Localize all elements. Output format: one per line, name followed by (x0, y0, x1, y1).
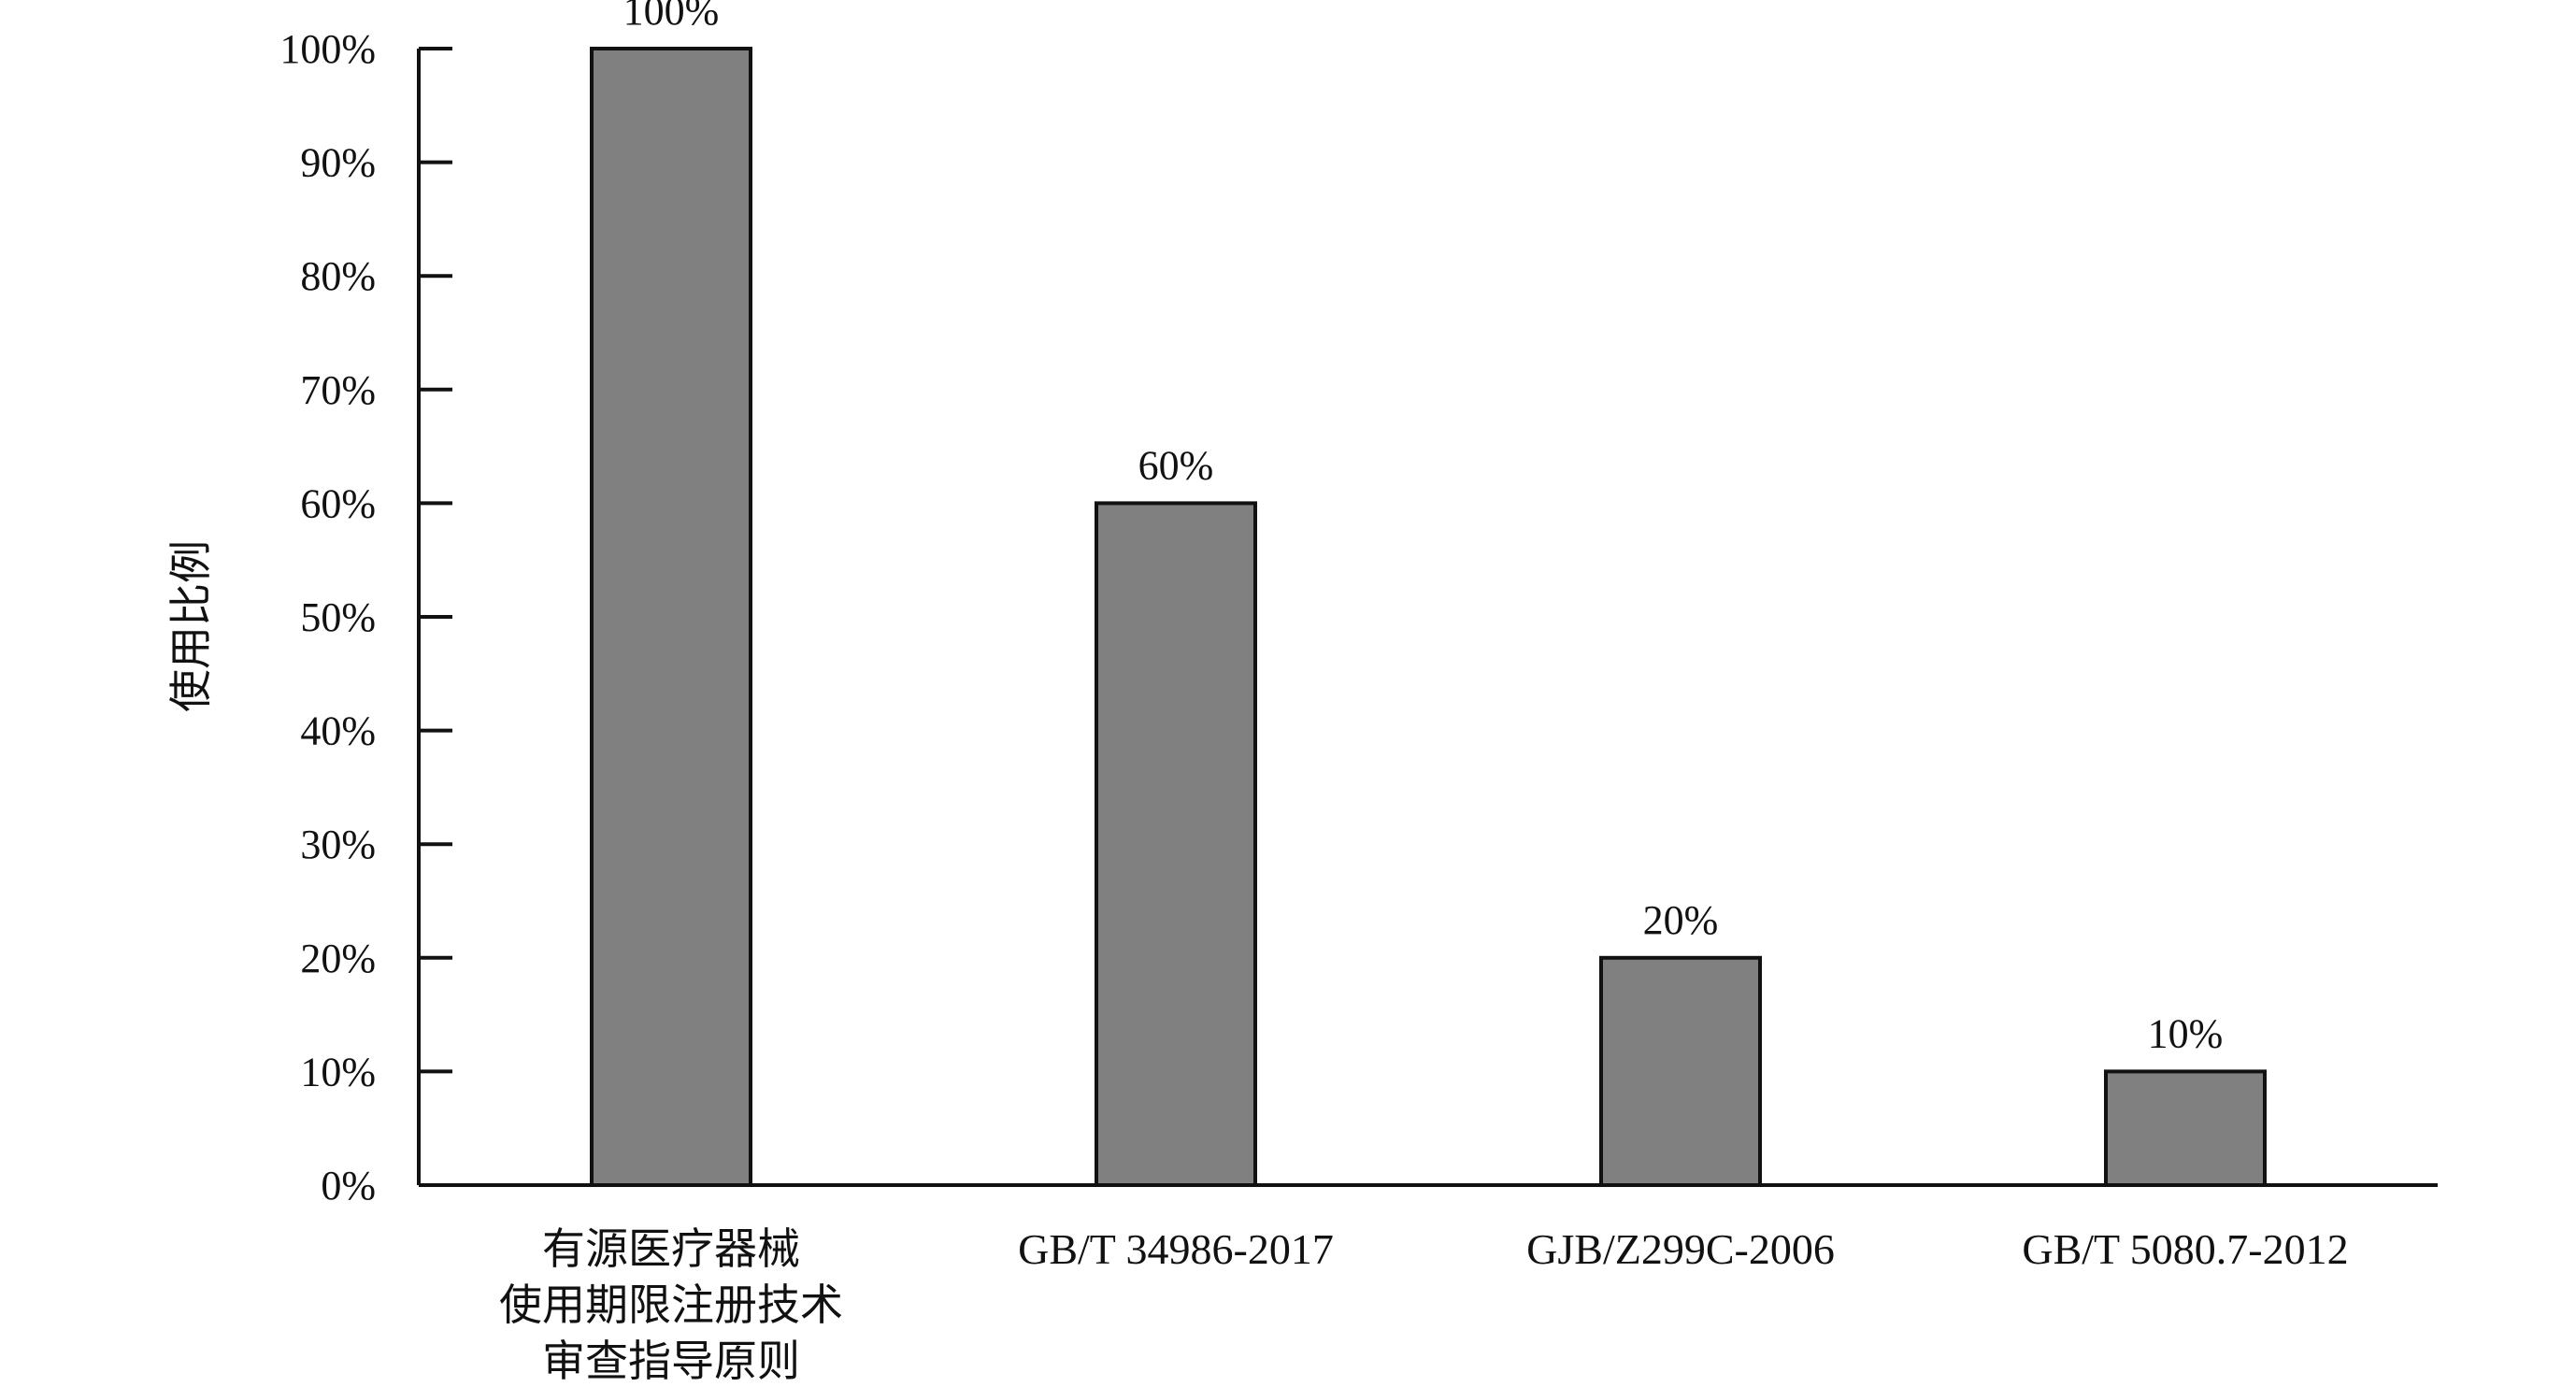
category-labels: 有源医疗器械使用期限注册技术审查指导原则 GB/T 34986-2017 GJB/Z… (499, 1225, 2349, 1385)
bar (590, 47, 752, 1187)
y-tick-label: 100% (279, 26, 376, 72)
y-tick-label: 30% (300, 822, 376, 867)
data-label: 100% (623, 0, 720, 34)
y-tick-label: 10% (300, 1049, 376, 1094)
category-label: GB/T 34986-2017 (1018, 1225, 1334, 1273)
bars (590, 47, 2267, 1188)
y-tick-label: 40% (300, 708, 376, 754)
bar (1599, 955, 1762, 1188)
data-label: 60% (1138, 442, 1214, 488)
category-label: GB/T 5080.7-2012 (2022, 1225, 2348, 1273)
y-tick-label: 80% (300, 253, 376, 299)
category-label-line: GB/T 5080.7-2012 (2022, 1225, 2348, 1273)
y-tick-label: 70% (300, 367, 376, 413)
category-label-line: GJB/Z299C-2006 (1526, 1225, 1835, 1273)
category-label-line: 审查指导原则 (542, 1337, 800, 1385)
y-tick-label: 60% (300, 480, 376, 526)
category-label-line: 有源医疗器械 (542, 1225, 800, 1273)
y-tick-label: 90% (300, 140, 376, 186)
y-tick-label: 20% (300, 936, 376, 981)
category-label-line: 使用期限注册技术 (499, 1281, 843, 1329)
data-label: 20% (1643, 897, 1719, 943)
category-label-line: GB/T 34986-2017 (1018, 1225, 1334, 1273)
data-labels: 100% 60% 20% 10% (623, 0, 2224, 1056)
y-ticks: 0% 10% 20% 30% 40% 50% 60% 70% 80% 90% 100% (279, 26, 452, 1208)
bar (1095, 501, 1257, 1187)
y-tick-label: 50% (300, 594, 376, 640)
y-tick-label: 0% (321, 1163, 376, 1208)
data-label: 10% (2148, 1010, 2224, 1056)
bar (2104, 1069, 2267, 1188)
category-label: 有源医疗器械使用期限注册技术审查指导原则 (499, 1225, 843, 1385)
y-axis-label: 使用比例 (167, 540, 215, 712)
category-label: GJB/Z299C-2006 (1526, 1225, 1835, 1273)
